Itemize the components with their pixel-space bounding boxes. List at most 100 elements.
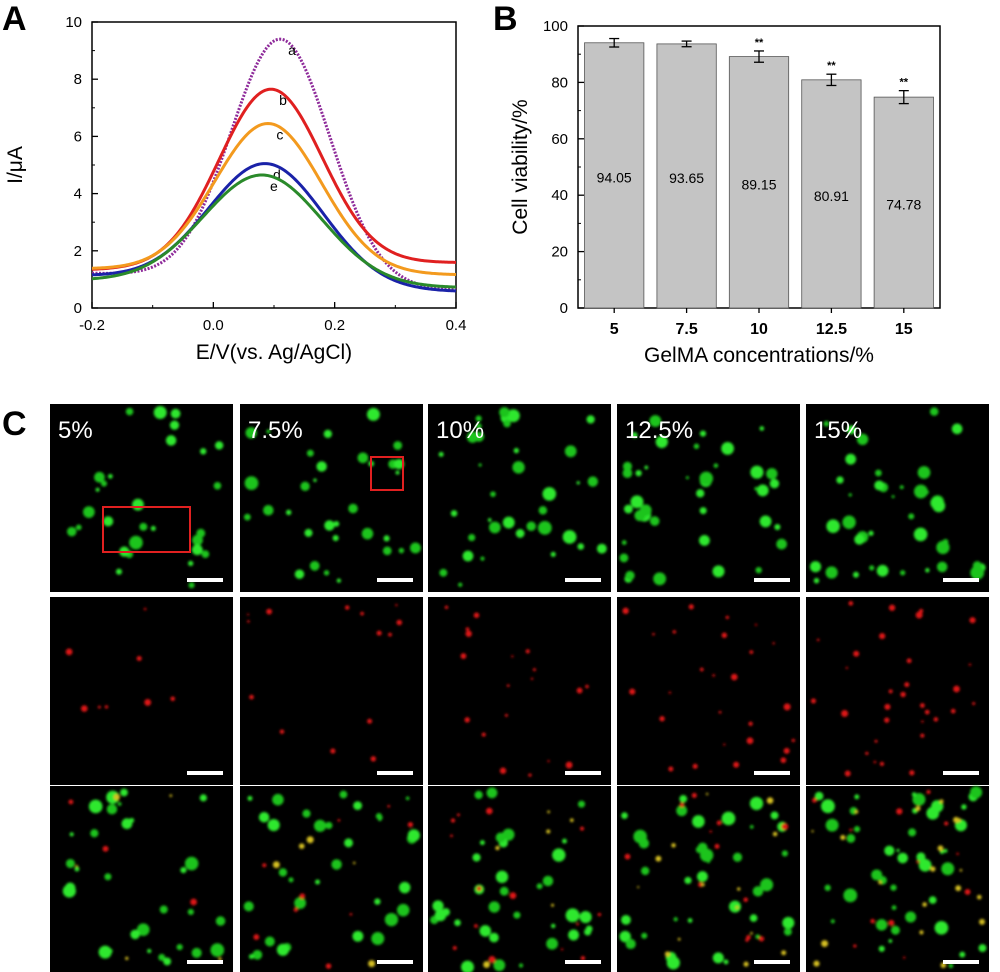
live-cell xyxy=(853,826,861,833)
live-cell xyxy=(266,429,271,434)
live-cell xyxy=(911,792,917,797)
live-cell xyxy=(712,952,724,964)
live-cell xyxy=(518,963,524,968)
live-cell xyxy=(169,420,180,430)
dead-cell xyxy=(879,761,885,767)
dead-cell xyxy=(136,655,142,662)
y-tick-label-a: 6 xyxy=(74,128,82,145)
live-cell xyxy=(848,493,852,497)
dead-cell xyxy=(848,601,854,606)
dead-cell xyxy=(576,922,579,926)
dead-cell xyxy=(709,830,712,833)
dead-cell xyxy=(906,658,912,664)
dead-cell xyxy=(580,955,586,961)
dead-cell xyxy=(735,905,739,910)
micrograph-red-7.5pct xyxy=(240,597,423,785)
dead-cell xyxy=(349,912,353,916)
dead-cell xyxy=(279,729,285,734)
live-cell xyxy=(371,932,385,946)
live-cell xyxy=(323,570,330,576)
live-cell xyxy=(587,476,599,487)
dead-cell xyxy=(473,612,480,619)
dead-cell xyxy=(525,649,530,654)
live-cell xyxy=(352,930,364,942)
x-tick-label-b: 7.5 xyxy=(675,321,697,338)
micrograph-background xyxy=(50,597,233,785)
live-cell xyxy=(876,564,889,577)
live-cell xyxy=(158,953,166,961)
dead-cell xyxy=(668,691,672,694)
significance-mark-15: ** xyxy=(900,77,909,89)
scale-bar xyxy=(565,578,601,582)
micrograph-background xyxy=(240,597,423,785)
live-cell xyxy=(755,566,762,574)
dead-cell xyxy=(919,930,924,935)
live-cell xyxy=(396,903,410,917)
live-cell xyxy=(90,829,99,838)
live-cell xyxy=(754,486,759,491)
scale-bar xyxy=(565,960,601,964)
live-cell xyxy=(159,905,168,914)
dead-cell xyxy=(81,705,88,712)
dead-cell xyxy=(878,880,882,885)
live-cell xyxy=(130,929,140,940)
live-cell xyxy=(438,451,444,457)
live-cell xyxy=(200,448,207,455)
live-cell xyxy=(479,925,492,937)
live-cell xyxy=(874,469,882,477)
live-cell xyxy=(191,544,203,556)
live-cell xyxy=(313,819,327,832)
dead-cell xyxy=(915,611,923,619)
live-cell xyxy=(621,812,628,819)
scale-bar xyxy=(187,771,223,775)
micrograph-background xyxy=(806,404,989,592)
dead-cell xyxy=(783,703,791,711)
dead-cell xyxy=(849,828,853,832)
live-cell xyxy=(407,829,420,842)
live-cell xyxy=(344,838,354,848)
micrograph-background xyxy=(428,404,611,592)
dead-cell xyxy=(870,918,875,924)
cell-dots xyxy=(247,604,403,762)
dead-cell xyxy=(845,666,849,670)
bar-10 xyxy=(728,56,790,309)
dead-cell xyxy=(781,823,789,831)
axis-ticks-b: 0 20 40 60 80 100 xyxy=(543,18,584,317)
live-cell xyxy=(954,819,967,832)
live-cell xyxy=(941,862,955,876)
dead-cell xyxy=(344,605,350,610)
cell-dots xyxy=(811,786,987,969)
live-cell xyxy=(655,435,668,449)
live-cell xyxy=(65,858,75,869)
live-cell xyxy=(622,461,632,471)
dead-cell xyxy=(585,684,589,689)
micrograph-merged-10pct xyxy=(428,786,611,972)
dead-cell xyxy=(972,702,976,706)
live-cell xyxy=(868,530,874,536)
dead-cell xyxy=(813,960,820,967)
live-cell xyxy=(339,790,348,799)
live-cell xyxy=(953,426,960,433)
bar-value-label-15: 74.78 xyxy=(886,197,921,213)
live-cell xyxy=(488,521,501,534)
micrograph-merged-12.5pct xyxy=(617,786,800,972)
significance-mark-12.5: ** xyxy=(827,60,836,72)
live-cell xyxy=(304,528,313,537)
dead-cell xyxy=(450,818,456,823)
live-cell xyxy=(490,491,496,498)
micrograph-background xyxy=(806,786,989,972)
live-cell xyxy=(432,900,444,912)
live-cell xyxy=(393,441,403,450)
live-cell xyxy=(399,881,411,894)
live-cell xyxy=(153,406,167,419)
cell-dots xyxy=(619,415,787,586)
dead-cell xyxy=(737,887,741,891)
concentration-label-5pct: 5% xyxy=(58,417,93,444)
dead-cell xyxy=(743,961,749,967)
panel-b-bar-chart: B 0 20 40 60 80 100 94.05 5 93.65 7.5 ** 89.15 10 **… xyxy=(493,0,941,367)
live-cell xyxy=(486,787,498,799)
cell-dots xyxy=(619,792,795,970)
live-cell xyxy=(621,914,631,925)
live-cell xyxy=(825,818,839,832)
live-cell xyxy=(631,432,638,439)
